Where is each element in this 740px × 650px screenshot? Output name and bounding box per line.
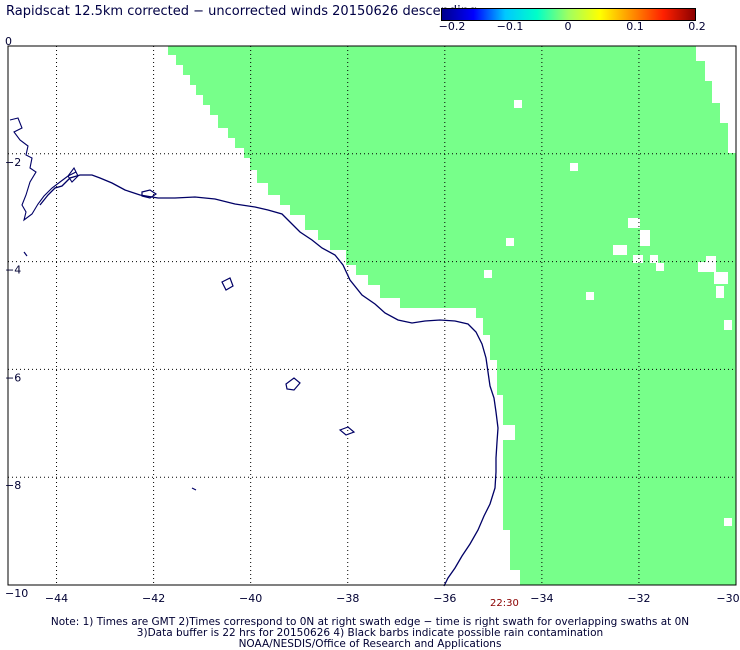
x-tick-label: −36: [433, 592, 456, 605]
island-5: [191, 487, 197, 491]
note-line-2: 3)Data buffer is 22 hrs for 20150626 4) …: [136, 627, 604, 639]
x-tick-label: −38: [336, 592, 359, 605]
y-tick-label: −10: [5, 587, 28, 600]
x-tick-label: −40: [239, 592, 262, 605]
island-1: [141, 189, 158, 199]
coastline-detail-north: [9, 117, 79, 222]
x-tick-label: −42: [142, 592, 165, 605]
y-tick-label: −6: [5, 371, 21, 384]
swath-time-label: 22:30: [490, 598, 519, 609]
y-tick-label: −2: [5, 156, 21, 169]
map-title: Rapidscat 12.5km corrected − uncorrected…: [6, 4, 478, 19]
y-tick-label: 0: [5, 35, 12, 48]
colorbar-label-min: −0.2: [438, 20, 466, 33]
island-4: [338, 426, 356, 436]
lat-lon-grid: [8, 46, 736, 585]
island-3: [285, 377, 301, 391]
x-tick-label: −32: [627, 592, 650, 605]
y-tick-label: −4: [5, 264, 21, 277]
colorbar-label-neg: −0.1: [496, 20, 524, 33]
island-2: [221, 277, 234, 291]
note-line-3: NOAA/NESDIS/Office of Research and Appli…: [238, 638, 502, 650]
map-frame: [7, 45, 737, 586]
y-axis: 0 −2 −4 −6 −8 −10: [5, 35, 28, 600]
island-6: [23, 251, 28, 257]
x-tick-label: −44: [45, 592, 68, 605]
colorbar-label-max: 0.2: [688, 20, 706, 33]
colorbar-label-pos: 0.1: [626, 20, 644, 33]
missing-data-cells: [484, 100, 732, 526]
wind-swath: [168, 46, 736, 585]
x-axis: −44 −42 −40 −38 −36 −34 −32 −30: [45, 592, 740, 605]
x-tick-label: −34: [530, 592, 553, 605]
coastline: [39, 174, 499, 587]
note-line-1: Note: 1) Times are GMT 2)Times correspon…: [50, 616, 690, 628]
colorbar: [441, 8, 696, 21]
x-tick-label: −30: [716, 592, 739, 605]
colorbar-label-zero: 0: [564, 20, 572, 33]
y-tick-label: −8: [5, 479, 21, 492]
swath-edge-notches: [696, 46, 736, 153]
